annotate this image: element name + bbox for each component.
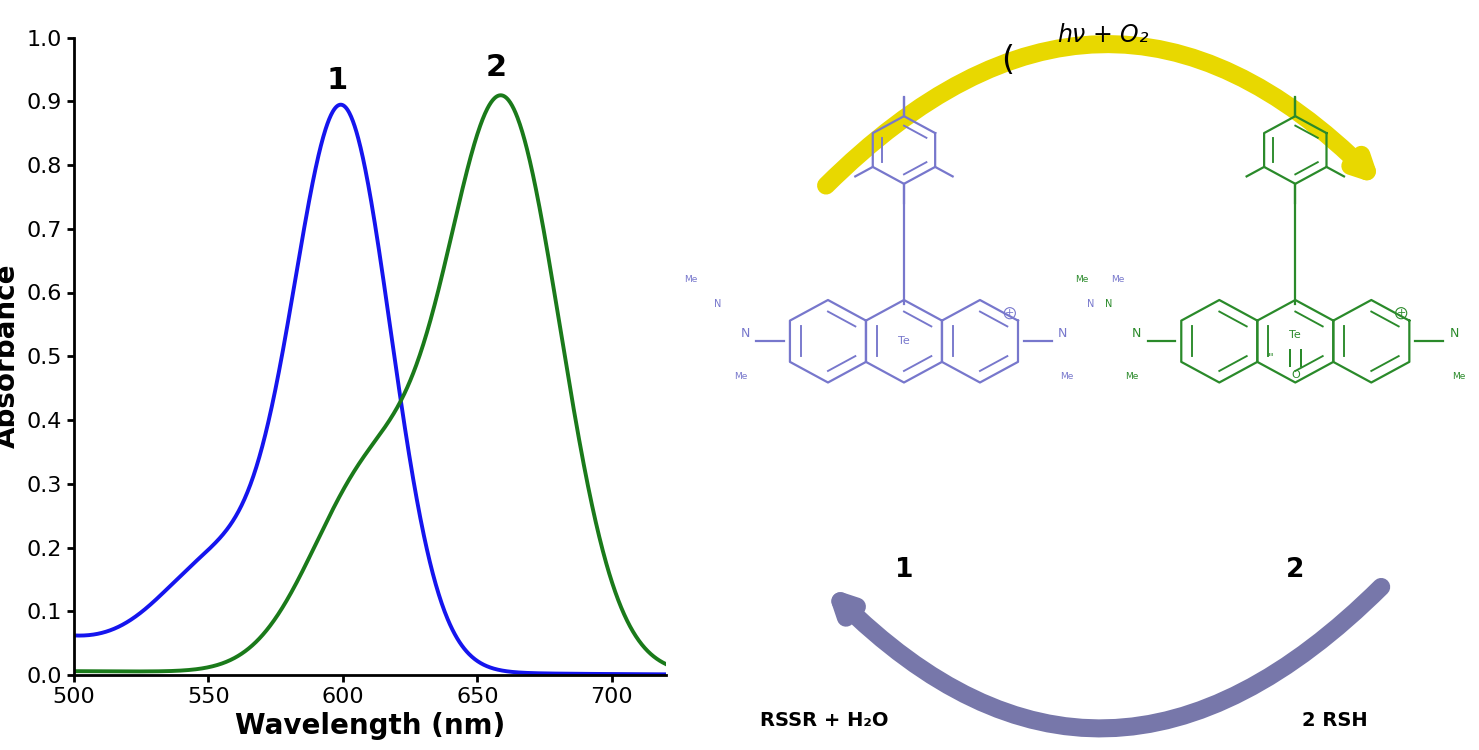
- Text: Me: Me: [1126, 372, 1139, 381]
- Text: N: N: [1449, 327, 1458, 340]
- Text: Me: Me: [1111, 274, 1124, 284]
- Text: N: N: [714, 299, 722, 309]
- Text: Te: Te: [898, 336, 910, 346]
- Text: (: (: [1001, 44, 1015, 76]
- Text: +: +: [1006, 308, 1015, 318]
- Text: +: +: [1396, 308, 1407, 318]
- Text: 2 RSH: 2 RSH: [1303, 710, 1368, 730]
- X-axis label: Wavelength (nm): Wavelength (nm): [235, 712, 504, 740]
- Text: 1: 1: [895, 557, 913, 583]
- Text: Me: Me: [1060, 372, 1074, 381]
- Text: N: N: [741, 327, 750, 340]
- Text: Te: Te: [1290, 330, 1302, 340]
- Text: O: O: [1291, 370, 1300, 380]
- Text: N: N: [1087, 299, 1094, 309]
- Text: ": ": [1268, 352, 1273, 365]
- Text: 2: 2: [485, 53, 507, 82]
- Text: Me: Me: [1075, 274, 1089, 284]
- Text: Me: Me: [683, 274, 697, 284]
- Text: Me: Me: [1452, 372, 1466, 381]
- Text: N: N: [1105, 299, 1112, 309]
- Text: 1: 1: [327, 66, 348, 95]
- Y-axis label: Absorbance: Absorbance: [0, 264, 21, 448]
- FancyArrowPatch shape: [840, 587, 1381, 728]
- Text: $h\nu$ + O₂: $h\nu$ + O₂: [1057, 22, 1151, 46]
- Text: Me: Me: [734, 372, 747, 381]
- FancyArrowPatch shape: [827, 44, 1367, 185]
- Text: RSSR + H₂O: RSSR + H₂O: [760, 710, 889, 730]
- Text: N: N: [1057, 327, 1068, 340]
- Text: N: N: [1131, 327, 1142, 340]
- Text: 2: 2: [1287, 557, 1304, 583]
